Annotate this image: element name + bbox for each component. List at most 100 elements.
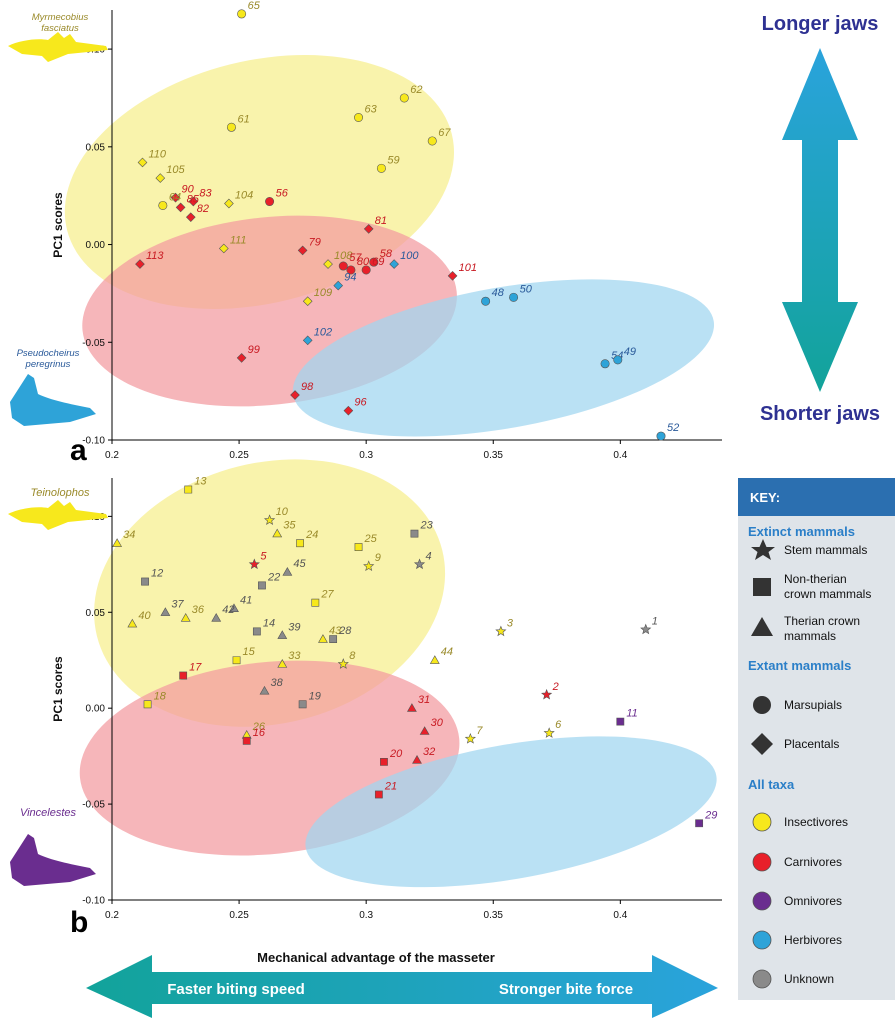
point-49 (613, 355, 623, 365)
point-63 (354, 113, 364, 123)
arrow-top-label: Longer jaws (762, 13, 879, 35)
point-label-65: 65 (248, 0, 261, 12)
point-label-23: 23 (419, 520, 433, 532)
point-36 (180, 613, 191, 622)
point-40 (127, 618, 138, 628)
point-label-63: 63 (365, 104, 378, 116)
key-extant-title: Extant mammals (748, 658, 851, 673)
point-label-109: 109 (314, 287, 332, 299)
omnivore-swatch (752, 891, 772, 911)
point-108 (323, 259, 333, 269)
point-label-35: 35 (283, 520, 296, 532)
point-98 (290, 390, 300, 400)
point-label-8: 8 (349, 650, 356, 662)
key-insectivores-label: Insectivores (784, 815, 848, 829)
point-23 (410, 529, 419, 538)
point-35 (272, 528, 283, 538)
point-34 (112, 538, 122, 547)
point-label-100: 100 (400, 250, 419, 262)
point-label-30: 30 (431, 717, 444, 729)
point-32 (412, 754, 422, 764)
therian-triangle-icon (751, 617, 773, 636)
x-axis-label: Mechanical advantage of the masseter (257, 950, 495, 965)
point-6 (543, 727, 555, 738)
point-label-19: 19 (309, 690, 321, 702)
myrmecobius-fasciatus-silhouette (8, 32, 108, 62)
point-110 (137, 157, 148, 168)
point-label-6: 6 (555, 719, 562, 731)
hull-herbivore (305, 736, 717, 888)
point-27 (311, 598, 320, 607)
point-label-14: 14 (263, 617, 275, 629)
point-label-48: 48 (492, 287, 505, 299)
arrow-left-label: Faster biting speed (167, 981, 305, 998)
point-label-9: 9 (375, 552, 381, 564)
point-3 (495, 625, 507, 637)
point-label-82: 82 (197, 203, 209, 215)
point-39 (277, 630, 288, 639)
stem-star-icon (751, 539, 775, 560)
point-label-17: 17 (189, 662, 202, 674)
point-label-110: 110 (149, 148, 167, 160)
insectivore-swatch (752, 812, 772, 832)
placental-diamond-icon (751, 733, 773, 755)
point-label-59: 59 (387, 154, 399, 166)
y-axis-label: PC1 scores (51, 656, 65, 722)
silhouette-name: Myrmecobius (32, 12, 89, 23)
point-label-80: 80 (357, 256, 370, 268)
point-label-113: 113 (146, 250, 164, 262)
point-label-2: 2 (552, 681, 559, 693)
key-unknown-label: Unknown (784, 972, 834, 986)
point-100 (389, 259, 399, 269)
point-label-64: 64 (169, 191, 181, 203)
hull-insectivore (94, 459, 446, 727)
point-label-83: 83 (199, 188, 212, 200)
key-header-label: KEY: (750, 490, 780, 505)
x-tick-label: 0.4 (613, 910, 627, 921)
point-label-44: 44 (441, 646, 453, 658)
point-label-61: 61 (237, 113, 249, 125)
point-83 (188, 196, 199, 207)
point-label-10: 10 (276, 506, 289, 518)
point-label-98: 98 (301, 381, 314, 393)
point-37 (160, 607, 171, 616)
point-96 (343, 405, 354, 416)
x-tick-label: 0.25 (229, 450, 249, 461)
point-4 (413, 558, 426, 570)
point-45 (282, 566, 293, 576)
y-tick-label: -0.10 (82, 896, 105, 907)
point-label-24: 24 (305, 529, 318, 541)
key-herbivores-label: Herbivores (784, 933, 842, 947)
point-1 (640, 623, 652, 635)
key-extinct-title: Extinct mammals (748, 524, 855, 539)
key-therian-label-2: mammals (784, 629, 836, 643)
point-28 (329, 635, 338, 644)
panel-a-letter: a (70, 434, 87, 467)
point-label-28: 28 (338, 625, 352, 637)
y-tick-label: -0.10 (82, 436, 105, 447)
point-label-50: 50 (520, 283, 533, 295)
point-label-22: 22 (267, 571, 280, 583)
point-38 (259, 685, 270, 695)
point-82 (185, 212, 196, 223)
point-10 (263, 514, 276, 525)
jaw-length-arrow (782, 48, 858, 392)
point-label-13: 13 (194, 476, 207, 488)
point-48 (481, 296, 491, 306)
point-label-57: 57 (349, 252, 362, 264)
x-tick-label: 0.35 (484, 450, 504, 461)
point-label-42: 42 (222, 604, 234, 616)
point-59 (376, 163, 386, 173)
arrow-bottom-label: Shorter jaws (760, 403, 880, 425)
point-113 (135, 259, 145, 269)
point-62 (399, 93, 409, 103)
point-11 (616, 717, 625, 726)
point-label-25: 25 (364, 533, 378, 545)
panel-a: -0.10-0.050.000.050.100.20.250.30.350.4P… (8, 0, 722, 461)
x-tick-label: 0.2 (105, 910, 119, 921)
y-tick-label: 0.05 (86, 142, 106, 153)
point-90 (170, 192, 181, 203)
key-non-therian-label: Non-therian (784, 572, 847, 586)
point-44 (429, 655, 440, 664)
vincelestes-silhouette (10, 834, 96, 886)
